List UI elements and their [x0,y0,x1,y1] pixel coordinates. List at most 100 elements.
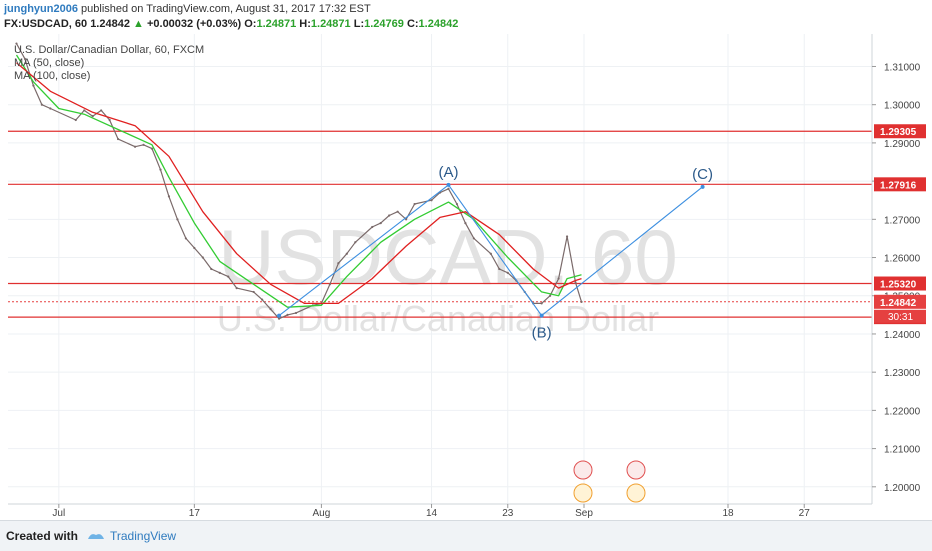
x-tick-label: 17 [189,508,201,519]
y-tick-label: 1.29000 [884,139,921,150]
price-point [489,252,492,255]
price-point [396,210,399,213]
price-point [261,298,264,301]
price-point [574,281,577,284]
price-point [159,168,162,171]
legend-ma100[interactable]: MA (100, close) [14,70,91,82]
tradingview-logo-icon[interactable] [86,531,106,541]
price-point [40,103,43,106]
y-tick-label: 1.22000 [884,406,921,417]
x-tick-label: Sep [575,508,593,519]
countdown-tag-label: 30:31 [888,312,913,323]
author-link[interactable]: junghyun2006 [4,3,78,15]
price-point [354,241,357,244]
price-point [184,237,187,240]
ma50-line [15,54,582,308]
price-point [294,311,298,315]
price-point [447,187,450,190]
high-value: 1.24871 [310,18,351,30]
y-tick-label: 1.24000 [884,330,921,341]
canada-flag-icon [573,460,593,480]
price-point [277,317,281,320]
ma100-line [16,62,582,305]
wave-label: (C) [692,166,713,183]
price-point [100,109,103,112]
legend-ma50[interactable]: MA (50, close) [14,57,85,69]
price-point [167,195,171,198]
watermark-name: U.S. Dollar/Canadian Dollar [217,298,659,339]
published-text: published on TradingView.com, August 31,… [77,3,371,15]
price-point [218,271,221,274]
price-point [142,143,145,146]
price-point [74,118,77,122]
open-label: O: [244,18,257,30]
last-price: 1.24842 [90,18,130,30]
wave-point [446,182,451,187]
price-point [83,109,86,112]
price-point [464,222,467,225]
price-point [540,302,543,305]
price-point [269,308,272,311]
level-price-tag [874,276,926,291]
price-point [252,290,255,294]
price-point [108,118,111,122]
wave-label: (A) [438,164,458,181]
close-label: C: [406,18,419,30]
price-point [379,222,382,225]
price-point [15,42,18,45]
close-value: 1.24842 [418,18,459,30]
y-tick-label: 1.31000 [884,62,921,73]
open-value: 1.24871 [256,18,297,30]
watermark-symbol: USDCAD, 60 [218,213,677,301]
y-tick-label: 1.21000 [884,445,921,456]
event-marker-icon [573,483,593,503]
price-point [201,256,204,259]
price-point [337,262,340,265]
chart-panel[interactable]: USDCAD, 60 U.S. Dollar/Canadian Dollar (A)… [8,34,932,520]
symbol-interval: FX:USDCAD, 60 [4,18,88,30]
price-point [549,294,552,297]
x-tick-label: 27 [799,508,811,519]
wave-path-line [278,184,703,317]
x-tick-label: Jul [52,508,65,519]
price-point [210,267,213,271]
level-price-tag-label: 1.29305 [880,127,917,138]
price-point [91,115,94,118]
x-tick-label: 14 [426,508,438,519]
price-point [23,57,27,60]
price-chart[interactable]: USDCAD, 60U.S. Dollar/Canadian Dollar (A)… [8,34,932,520]
price-point [133,145,137,148]
price-point [413,202,416,206]
publish-line: junghyun2006 published on TradingView.co… [4,3,371,15]
price-series-line [15,43,583,320]
price-point [455,202,459,206]
x-tick-label: Aug [313,508,331,519]
price-point [430,199,433,202]
price-point [49,107,52,110]
level-price-tag [874,124,926,139]
footer-bar: Created with TradingView [0,520,932,551]
low-value: 1.24769 [364,18,404,30]
y-tick-label: 1.23000 [884,368,921,379]
event-marker-icon [626,483,646,503]
price-point [235,287,238,290]
tradingview-link[interactable]: TradingView [110,529,177,543]
y-tick-label: 1.30000 [884,101,921,112]
last-price-tag-label: 1.24842 [880,298,917,309]
quote-line: FX:USDCAD, 60 1.24842 ▲ +0.00032 (+0.03%… [4,18,458,30]
countdown-tag [874,309,926,323]
y-tick-label: 1.26000 [884,254,921,265]
price-point [176,218,179,221]
low-label: L: [353,18,365,30]
price-point [498,267,501,271]
high-label: H: [299,18,311,30]
price-point [388,214,391,217]
price-change: +0.00032 (+0.03%) [146,18,242,30]
price-point [193,246,196,250]
legend-symbol: U.S. Dollar/Canadian Dollar, 60, FXCM [14,44,205,56]
publish-header: junghyun2006 published on TradingView.co… [0,0,932,34]
price-point [345,252,348,255]
wave-point [277,313,282,318]
price-point [580,300,583,303]
price-point [371,225,374,229]
